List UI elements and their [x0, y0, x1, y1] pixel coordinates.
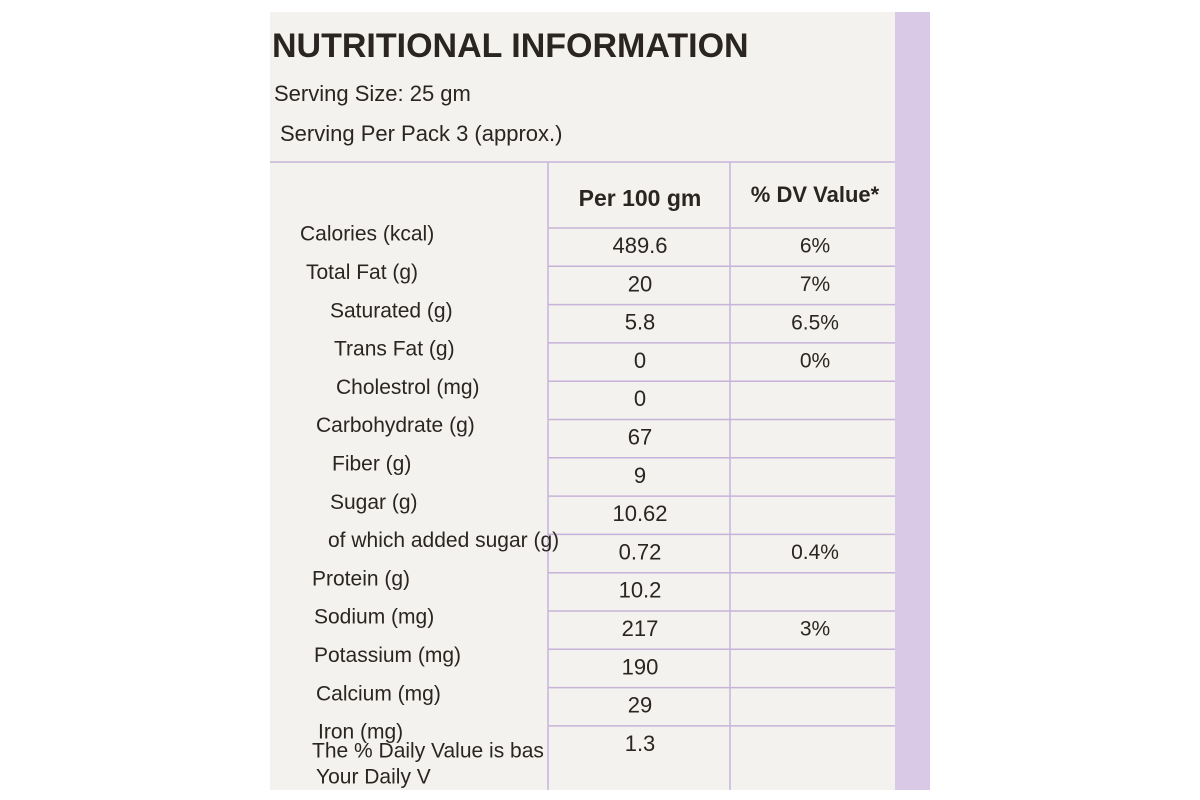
column-header: Per 100 gm: [579, 185, 702, 211]
footer-text: Your Daily V: [316, 766, 431, 789]
per-100-value: 10.2: [619, 578, 662, 603]
dv-value: 0.4%: [791, 541, 839, 564]
nutrient-name: Trans Fat (g): [334, 338, 455, 361]
nutrient-name: Calories (kcal): [300, 223, 434, 246]
nutrient-name: Carbohydrate (g): [316, 414, 475, 437]
title: NUTRITIONAL INFORMATION: [272, 27, 749, 65]
dv-value: 0%: [800, 350, 830, 373]
per-100-value: 217: [622, 616, 659, 641]
per-100-value: 20: [628, 271, 652, 296]
per-100-value: 5.8: [625, 310, 656, 335]
dv-value: 3%: [800, 618, 830, 641]
nutrient-name: Cholestrol (mg): [336, 376, 480, 399]
dv-value: 7%: [800, 273, 830, 296]
dv-value: 6%: [800, 235, 830, 258]
nutrient-name: Protein (g): [312, 567, 410, 590]
nutrient-name: Calcium (mg): [316, 682, 441, 705]
nutrient-name: of which added sugar (g): [328, 529, 559, 552]
nutrient-name: Iron (mg): [318, 721, 403, 744]
nutrient-name: Sugar (g): [330, 491, 418, 514]
column-header: % DV Value*: [751, 182, 880, 207]
per-100-value: 489.6: [612, 233, 667, 258]
nutrient-name: Saturated (g): [330, 299, 453, 322]
label-panel: [270, 12, 895, 790]
nutrient-name: Sodium (mg): [314, 606, 434, 629]
per-100-value: 10.62: [612, 501, 667, 526]
per-100-value: 0: [634, 348, 646, 373]
nutrient-name: Fiber (g): [332, 452, 411, 475]
dv-value: 6.5%: [791, 311, 839, 334]
nutrient-name: Total Fat (g): [306, 261, 418, 284]
per-100-value: 190: [622, 654, 659, 679]
footer-text: The % Daily Value is bas: [312, 740, 544, 763]
per-100-value: 29: [628, 693, 652, 718]
per-100-value: 0.72: [619, 539, 662, 564]
per-100-value: 1.3: [625, 731, 656, 756]
per-100-value: 0: [634, 386, 646, 411]
serving-size: Serving Size: 25 gm: [274, 81, 471, 106]
nutrient-name: Potassium (mg): [314, 644, 461, 667]
per-100-value: 9: [634, 463, 646, 488]
servings-per-pack: Serving Per Pack 3 (approx.): [280, 121, 562, 146]
per-100-value: 67: [628, 424, 652, 449]
